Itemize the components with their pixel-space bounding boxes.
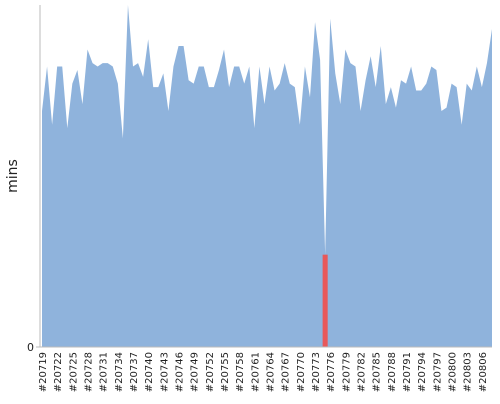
x-tick-label: #20752 — [205, 352, 216, 392]
x-tick-label: #20791 — [402, 352, 413, 392]
y-tick-label: 0 — [27, 341, 34, 354]
area — [42, 5, 492, 347]
x-tick-label: #20806 — [478, 352, 489, 392]
x-tick-label: #20743 — [159, 352, 170, 392]
x-tick-label: #20746 — [175, 352, 186, 392]
x-tick-label: #20755 — [220, 352, 231, 392]
x-tick-label: #20725 — [68, 352, 79, 392]
x-tick-label: #20728 — [84, 352, 95, 392]
x-tick-label: #20731 — [99, 352, 110, 392]
x-tick-label: #20782 — [357, 352, 368, 392]
x-tick-label: #20770 — [296, 352, 307, 392]
x-tick-label: #20800 — [448, 352, 459, 392]
x-tick-label: #20764 — [266, 352, 277, 392]
x-tick-label: #20785 — [372, 352, 383, 392]
x-tick-label: #20773 — [311, 352, 322, 392]
x-tick-label: #20779 — [341, 352, 352, 392]
x-tick-label: #20758 — [235, 352, 246, 392]
x-tick-label: #20737 — [129, 352, 140, 392]
x-tick-label: #20719 — [38, 352, 49, 392]
x-tick-label: #20788 — [387, 352, 398, 392]
x-tick-label: #20761 — [250, 352, 261, 392]
x-tick-label: #20803 — [463, 352, 474, 392]
highlight-bar — [322, 254, 328, 347]
x-tick-label: #20797 — [432, 352, 443, 392]
x-tick-label: #20734 — [114, 352, 125, 392]
x-tick-label: #20767 — [281, 352, 292, 392]
x-tick-label: #20722 — [53, 352, 64, 392]
x-tick-label: #20794 — [417, 352, 428, 392]
y-axis-label: mins — [5, 159, 21, 193]
x-tick-label: #20740 — [144, 352, 155, 392]
x-tick-label: #20776 — [326, 352, 337, 392]
x-tick-label: #20749 — [190, 352, 201, 392]
